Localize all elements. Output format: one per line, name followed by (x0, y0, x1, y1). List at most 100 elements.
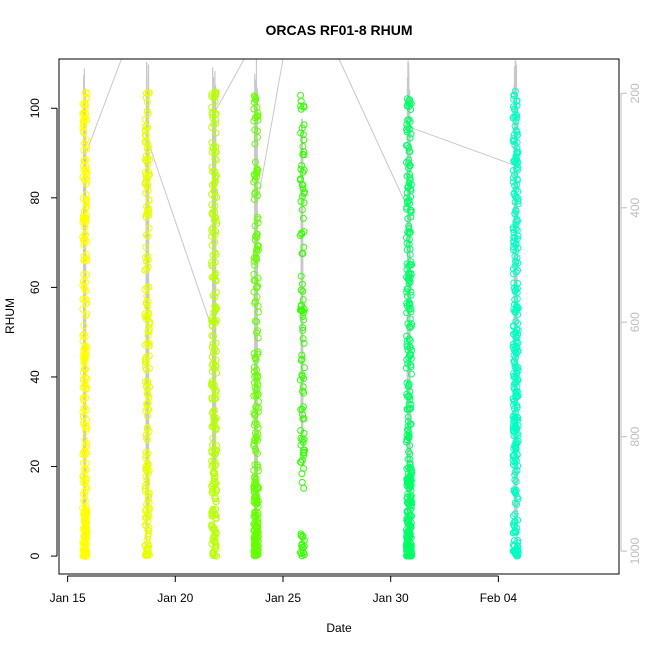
rhum-point (81, 89, 89, 97)
x-axis-label: Date (326, 621, 352, 635)
y-tick-label: 20 (28, 460, 42, 474)
rhum-point (211, 293, 219, 301)
rhum-point (208, 111, 216, 119)
rhum-point (405, 269, 413, 277)
rhum-point (407, 130, 415, 138)
rhum-point (513, 176, 521, 184)
rhum-point (79, 305, 87, 313)
rhum-point (250, 195, 258, 203)
rhum-point (406, 273, 414, 281)
rhum-point (512, 225, 520, 233)
rhum-point (403, 189, 411, 197)
rhum-point (511, 296, 519, 304)
rhum-point (512, 457, 520, 465)
rhum-point (252, 256, 260, 264)
rhum-point (209, 168, 217, 176)
rhum-point (403, 205, 411, 213)
rhum-point (80, 139, 88, 147)
rhum-point (297, 530, 305, 538)
rhum-point (251, 533, 259, 541)
rhum-point (143, 390, 151, 398)
rhum-point (144, 89, 152, 97)
rhum-point (212, 511, 220, 519)
rhum-point (79, 281, 87, 289)
rhum-point (142, 552, 150, 560)
rhum-point (251, 483, 259, 491)
rhum-point (208, 322, 216, 330)
rhum-point (299, 296, 307, 304)
rhum-point (145, 493, 153, 501)
rhum-point (144, 187, 152, 195)
rhum-point (79, 451, 87, 459)
rhum-point (509, 174, 517, 182)
rhum-point (82, 180, 90, 188)
rhum-point (143, 467, 151, 475)
rhum-point (510, 95, 518, 103)
rhum-point (82, 136, 90, 144)
rhum-point (403, 426, 411, 434)
rhum-point (297, 272, 305, 280)
rhum-point (208, 104, 216, 112)
rhum-point (406, 405, 414, 413)
rhum-point (141, 359, 149, 367)
rhum-point (80, 542, 88, 550)
rhum-point (404, 285, 412, 293)
rhum-point (511, 360, 519, 368)
rhum-point (514, 200, 522, 208)
rhum-point (403, 101, 411, 109)
rhum-point (403, 194, 411, 202)
rhum-point (513, 131, 521, 139)
rhum-point (213, 442, 221, 450)
rhum-point (299, 287, 307, 295)
rhum-point (406, 533, 414, 541)
rhum-point (296, 175, 304, 183)
rhum-point (512, 425, 520, 433)
rhum-point (83, 175, 91, 183)
x-axis: Jan 15 Jan 20 Jan 25 Jan 30 Feb 04 (50, 575, 517, 605)
rhum-point (408, 469, 416, 477)
rhum-point (250, 288, 258, 296)
y-axis: 0 20 40 60 80 100 (28, 98, 58, 559)
rhum-point (510, 190, 518, 198)
rhum-point (403, 128, 411, 136)
rhum-point (300, 306, 308, 314)
rhum-point (406, 352, 414, 360)
rhum-point (299, 415, 307, 423)
rhum-point (513, 128, 521, 136)
rhum-point (142, 448, 150, 456)
rhum-point (145, 224, 153, 232)
rhum-point (253, 133, 261, 141)
rhum-point (83, 93, 91, 101)
rhum-point (145, 325, 153, 333)
rhum-point (83, 485, 91, 493)
rhum-point (212, 389, 220, 397)
rhum-point (253, 385, 261, 393)
rhum-point (142, 522, 150, 530)
rhum-point (298, 280, 306, 288)
rhum-point (403, 292, 411, 300)
rhum-point (208, 241, 216, 249)
rhum-point (82, 176, 90, 184)
rhum-point (208, 314, 216, 322)
rhum-point (142, 231, 150, 239)
rhum-points-layer (79, 87, 522, 560)
rhum-point (403, 332, 411, 340)
rhum-point (510, 279, 518, 287)
rhum-point (298, 371, 306, 379)
x-tick-label: Jan 20 (157, 591, 193, 605)
rhum-point (145, 328, 153, 336)
y-tick-label: 40 (28, 370, 42, 384)
rhum-point (298, 355, 306, 363)
rhum-point (512, 379, 520, 387)
rhum-point (298, 192, 306, 200)
rhum-point (300, 188, 308, 196)
rhum-point (250, 392, 258, 400)
rhum-point (407, 308, 415, 316)
rhum-point (211, 421, 219, 429)
rhum-point (406, 206, 414, 214)
rhum-point (79, 472, 87, 480)
rhum-point (510, 427, 518, 435)
rhum-point (208, 123, 216, 131)
rhum-point (80, 270, 88, 278)
rhum-point (250, 409, 258, 417)
